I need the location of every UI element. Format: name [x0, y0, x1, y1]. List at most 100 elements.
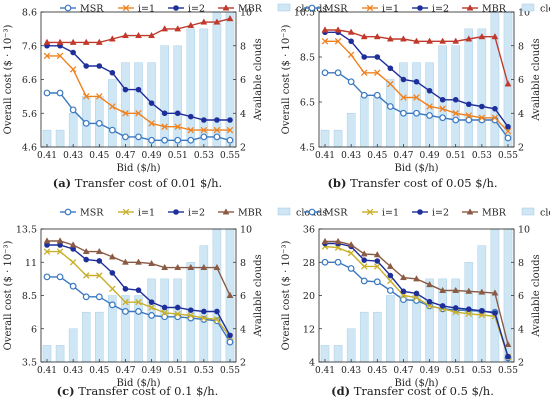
y2-tick-label: 4: [240, 109, 246, 120]
y2-tick-label: 8: [518, 41, 524, 52]
series-i2-point: [387, 272, 394, 279]
clouds-bar: [333, 129, 343, 148]
legend-point: [173, 209, 179, 215]
legend-label: MBR: [482, 208, 507, 219]
clouds-bar: [212, 228, 222, 363]
series-MSR-point: [174, 136, 182, 144]
legend-point: [222, 208, 230, 215]
series-MBR-point: [413, 37, 420, 44]
series-i2-point: [201, 308, 207, 315]
series-MBR-point: [347, 241, 355, 248]
series-i1-point: [226, 126, 234, 134]
y-tick-label: 10.5: [294, 8, 315, 19]
y-tick-label: 8.6: [22, 8, 37, 19]
series-i1-point: [200, 126, 208, 134]
series-i1-point: [452, 308, 459, 316]
series-i2-point: [83, 256, 90, 263]
series-i2-point: [201, 117, 207, 123]
series-MBR-point: [426, 37, 433, 44]
series-i1-point: [334, 37, 342, 45]
series-i2-point: [400, 288, 407, 295]
x-tick-label: 0.51: [446, 366, 466, 376]
series-i2-point: [96, 63, 103, 69]
series-i1-point: [387, 80, 394, 88]
legend-item-MBR: MBR: [218, 4, 263, 15]
series-i1-point: [56, 248, 64, 255]
clouds-bar: [438, 45, 447, 148]
clouds-bar: [173, 278, 182, 363]
series-MSR-point: [226, 338, 234, 346]
clouds-bar: [108, 79, 117, 148]
clouds-bar: [373, 96, 382, 148]
y2-axis-label: Available clouds: [531, 38, 542, 121]
y-axis-label: Overall cost ($ · 10⁻³): [281, 25, 292, 135]
series-i1-point: [347, 51, 355, 59]
series-i2-point: [439, 303, 446, 309]
series-i2-point: [70, 49, 76, 56]
series-i1-point: [148, 120, 155, 127]
caption-d: (d) Transfer cost of 0.5 $/h.: [275, 384, 550, 398]
series-i2-point: [109, 270, 116, 276]
series-MBR-point: [187, 263, 195, 271]
series-MBR-point: [452, 37, 460, 44]
legend-item-i1: i=1: [118, 208, 155, 219]
y-tick-label: 8.5: [22, 291, 37, 302]
x-tick-label: 0.45: [89, 366, 109, 376]
series-i1-point: [426, 302, 433, 310]
clouds-bar: [160, 45, 169, 148]
y2-tick-label: 10: [518, 225, 530, 236]
y2-axis-label: Available clouds: [531, 254, 542, 337]
panel-label-c: (c): [56, 384, 75, 398]
series-MSR-point: [122, 308, 129, 315]
series-i1-point: [135, 109, 142, 117]
legend-item-MBR: MBR: [218, 208, 263, 219]
series-MBR-point: [321, 237, 329, 244]
y2-axis-label: Available clouds: [253, 254, 264, 337]
series-MSR-point: [82, 119, 90, 127]
series-MSR-point: [226, 136, 234, 144]
legend-point: [308, 4, 316, 12]
series-MBR-point: [426, 280, 433, 288]
series-i1-point: [174, 310, 181, 318]
y2-tick-label: 6: [240, 291, 246, 302]
x-tick-label: 0.47: [393, 151, 413, 161]
legend-label: i=2: [188, 208, 205, 219]
series-i2-point: [174, 304, 181, 311]
clouds-bar: [134, 295, 143, 363]
legend-item-clouds: clouds: [277, 208, 327, 219]
clouds-bar: [81, 311, 91, 363]
series-i1-point: [347, 249, 355, 257]
series-i2-point: [135, 86, 142, 93]
legend-item-i1: i=1: [362, 208, 399, 219]
legend-item-i2: i=2: [168, 4, 205, 15]
legend-point: [222, 4, 230, 11]
series-i1-point: [374, 263, 381, 270]
series-i1-point: [426, 103, 433, 110]
series-i1-point: [109, 103, 116, 110]
series-MSR-point: [95, 119, 103, 127]
legend-label: i=2: [432, 208, 449, 219]
clouds-bar: [386, 295, 395, 363]
series-MBR-point: [122, 258, 129, 265]
series-i1-point: [187, 126, 195, 134]
series-i1-point: [69, 258, 77, 266]
clouds-bar: [346, 328, 356, 363]
legend-point: [417, 209, 423, 215]
series-MSR-point: [161, 136, 169, 144]
series-i2-point: [413, 290, 420, 297]
clouds-bar: [173, 45, 182, 148]
legend-point: [366, 208, 374, 216]
series-i1-point: [82, 272, 90, 279]
series-i1-point: [439, 105, 446, 113]
series-MSR-point: [360, 91, 368, 99]
series-i1-point: [213, 126, 221, 134]
panel-label-b: (b): [327, 176, 347, 190]
x-tick-label: 0.47: [115, 151, 135, 161]
clouds-bar: [477, 245, 487, 363]
series-MBR-point: [213, 18, 221, 25]
series-MBR-point: [334, 237, 342, 244]
x-tick-label: 0.51: [446, 151, 466, 161]
clouds-bar: [212, 11, 222, 148]
legend-point: [308, 208, 316, 216]
series-i2-point: [426, 87, 433, 94]
